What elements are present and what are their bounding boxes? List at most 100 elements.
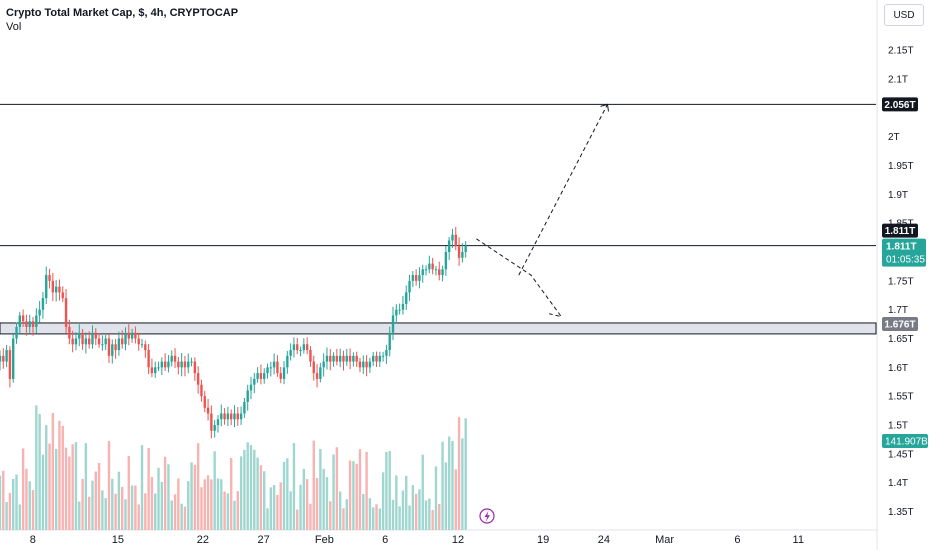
time-tick-label: 15 <box>112 534 124 546</box>
volume-bar <box>203 479 206 530</box>
volume-bar <box>150 477 154 530</box>
candle-body <box>233 413 236 420</box>
candle-body <box>375 355 378 362</box>
candle-body <box>28 321 31 327</box>
candle-body <box>220 413 223 420</box>
volume-bar <box>272 484 276 530</box>
candle-body <box>157 367 160 369</box>
candle-body <box>388 332 391 351</box>
candle-body <box>54 286 58 293</box>
candle-body <box>381 355 385 357</box>
volume-bar <box>81 478 84 530</box>
volume-bar <box>18 504 22 530</box>
volume-bar <box>94 471 97 530</box>
symbol-title[interactable]: Crypto Total Market Cap, $, 4h, CRYPTOCA… <box>6 7 239 19</box>
volume-bar <box>414 493 418 530</box>
candle-body <box>25 321 28 327</box>
volume-bar <box>461 438 464 530</box>
candle-body <box>150 367 154 374</box>
volume-bar <box>401 490 405 530</box>
candle-body <box>269 367 273 369</box>
currency-button[interactable]: USD <box>884 4 924 26</box>
support-zone[interactable] <box>0 322 877 335</box>
volume-bar <box>2 470 5 530</box>
candle-body <box>74 338 78 345</box>
candle-body <box>64 298 68 327</box>
candle-body <box>256 373 259 379</box>
volume-bar <box>411 485 415 530</box>
volume-indicator-label[interactable]: Vol <box>6 21 22 33</box>
candle-body <box>305 344 309 351</box>
volume-bar <box>117 471 121 530</box>
candle-body <box>193 361 197 374</box>
candle-body <box>124 332 127 345</box>
volume-bar <box>45 425 48 530</box>
volume-bar <box>372 507 375 530</box>
candle-body <box>315 373 319 379</box>
price-tick-label: 1.7T <box>888 305 908 316</box>
volume-bar <box>348 460 352 530</box>
price-tick-label: 1.95T <box>888 161 914 172</box>
candle-body <box>309 350 312 362</box>
volume-bar <box>130 485 134 530</box>
candle-body <box>216 419 220 426</box>
volume-bar <box>322 468 325 530</box>
volume-bar <box>220 479 223 530</box>
volume-bar <box>101 490 104 530</box>
candle-body <box>223 413 226 420</box>
volume-bar <box>362 493 365 530</box>
zone-price-badge-bg <box>882 316 918 331</box>
candle-body <box>183 361 187 368</box>
time-tick-label: Feb <box>315 534 334 546</box>
candle-body <box>276 361 279 374</box>
level-price-badge: 1.811T <box>885 226 916 237</box>
candle-body <box>372 355 375 362</box>
volume-bar <box>111 478 114 530</box>
volume-bar <box>424 500 428 530</box>
time-tick-label: 6 <box>734 534 740 546</box>
volume-bar <box>64 447 68 530</box>
volume-bar <box>236 491 239 530</box>
candle-body <box>58 286 61 293</box>
current-price-bg <box>882 238 926 267</box>
time-tick-label: Mar <box>655 534 674 546</box>
volume-bar <box>441 441 444 530</box>
candle-body <box>160 361 164 368</box>
candle-body <box>107 338 111 356</box>
candle-body <box>348 355 352 362</box>
volume-bar <box>177 478 180 530</box>
volume-bar <box>355 463 358 530</box>
level-price-badge: 2.056T <box>884 100 915 111</box>
volume-bar <box>299 484 302 530</box>
candle-body <box>444 252 448 270</box>
candle-body <box>120 338 124 345</box>
projection-path-up[interactable] <box>518 104 608 276</box>
candle-body <box>289 350 292 356</box>
volume-bar <box>395 475 398 530</box>
candle-body <box>335 355 339 362</box>
volume-bar <box>187 481 190 530</box>
volume-bar <box>296 509 299 530</box>
candle-body <box>447 240 451 253</box>
candle-body <box>414 275 418 281</box>
candle-body <box>434 269 438 271</box>
price-tick-label: 2.1T <box>888 75 908 86</box>
volume-bar <box>223 491 226 530</box>
candle-body <box>51 280 55 293</box>
candle-body <box>114 344 117 351</box>
candle-body <box>299 350 302 352</box>
volume-bar <box>375 504 378 530</box>
candle-body <box>398 309 401 311</box>
candle-body <box>457 246 461 258</box>
projection-path-down[interactable] <box>475 238 563 318</box>
volume-bar <box>246 442 249 530</box>
candle-body <box>368 361 372 368</box>
candle-body <box>239 413 243 420</box>
candle-body <box>134 332 137 339</box>
candle-body <box>163 361 167 368</box>
volume-bar <box>438 503 441 530</box>
volume-bar <box>38 413 41 530</box>
candle-body <box>286 355 289 368</box>
candle-body <box>71 338 74 345</box>
